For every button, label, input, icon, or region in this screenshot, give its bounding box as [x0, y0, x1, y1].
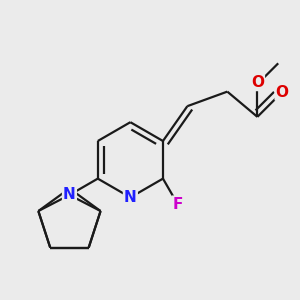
Text: F: F — [172, 196, 183, 211]
Text: N: N — [63, 188, 76, 202]
Text: O: O — [251, 75, 264, 90]
Text: O: O — [276, 85, 289, 100]
Text: N: N — [124, 190, 137, 205]
